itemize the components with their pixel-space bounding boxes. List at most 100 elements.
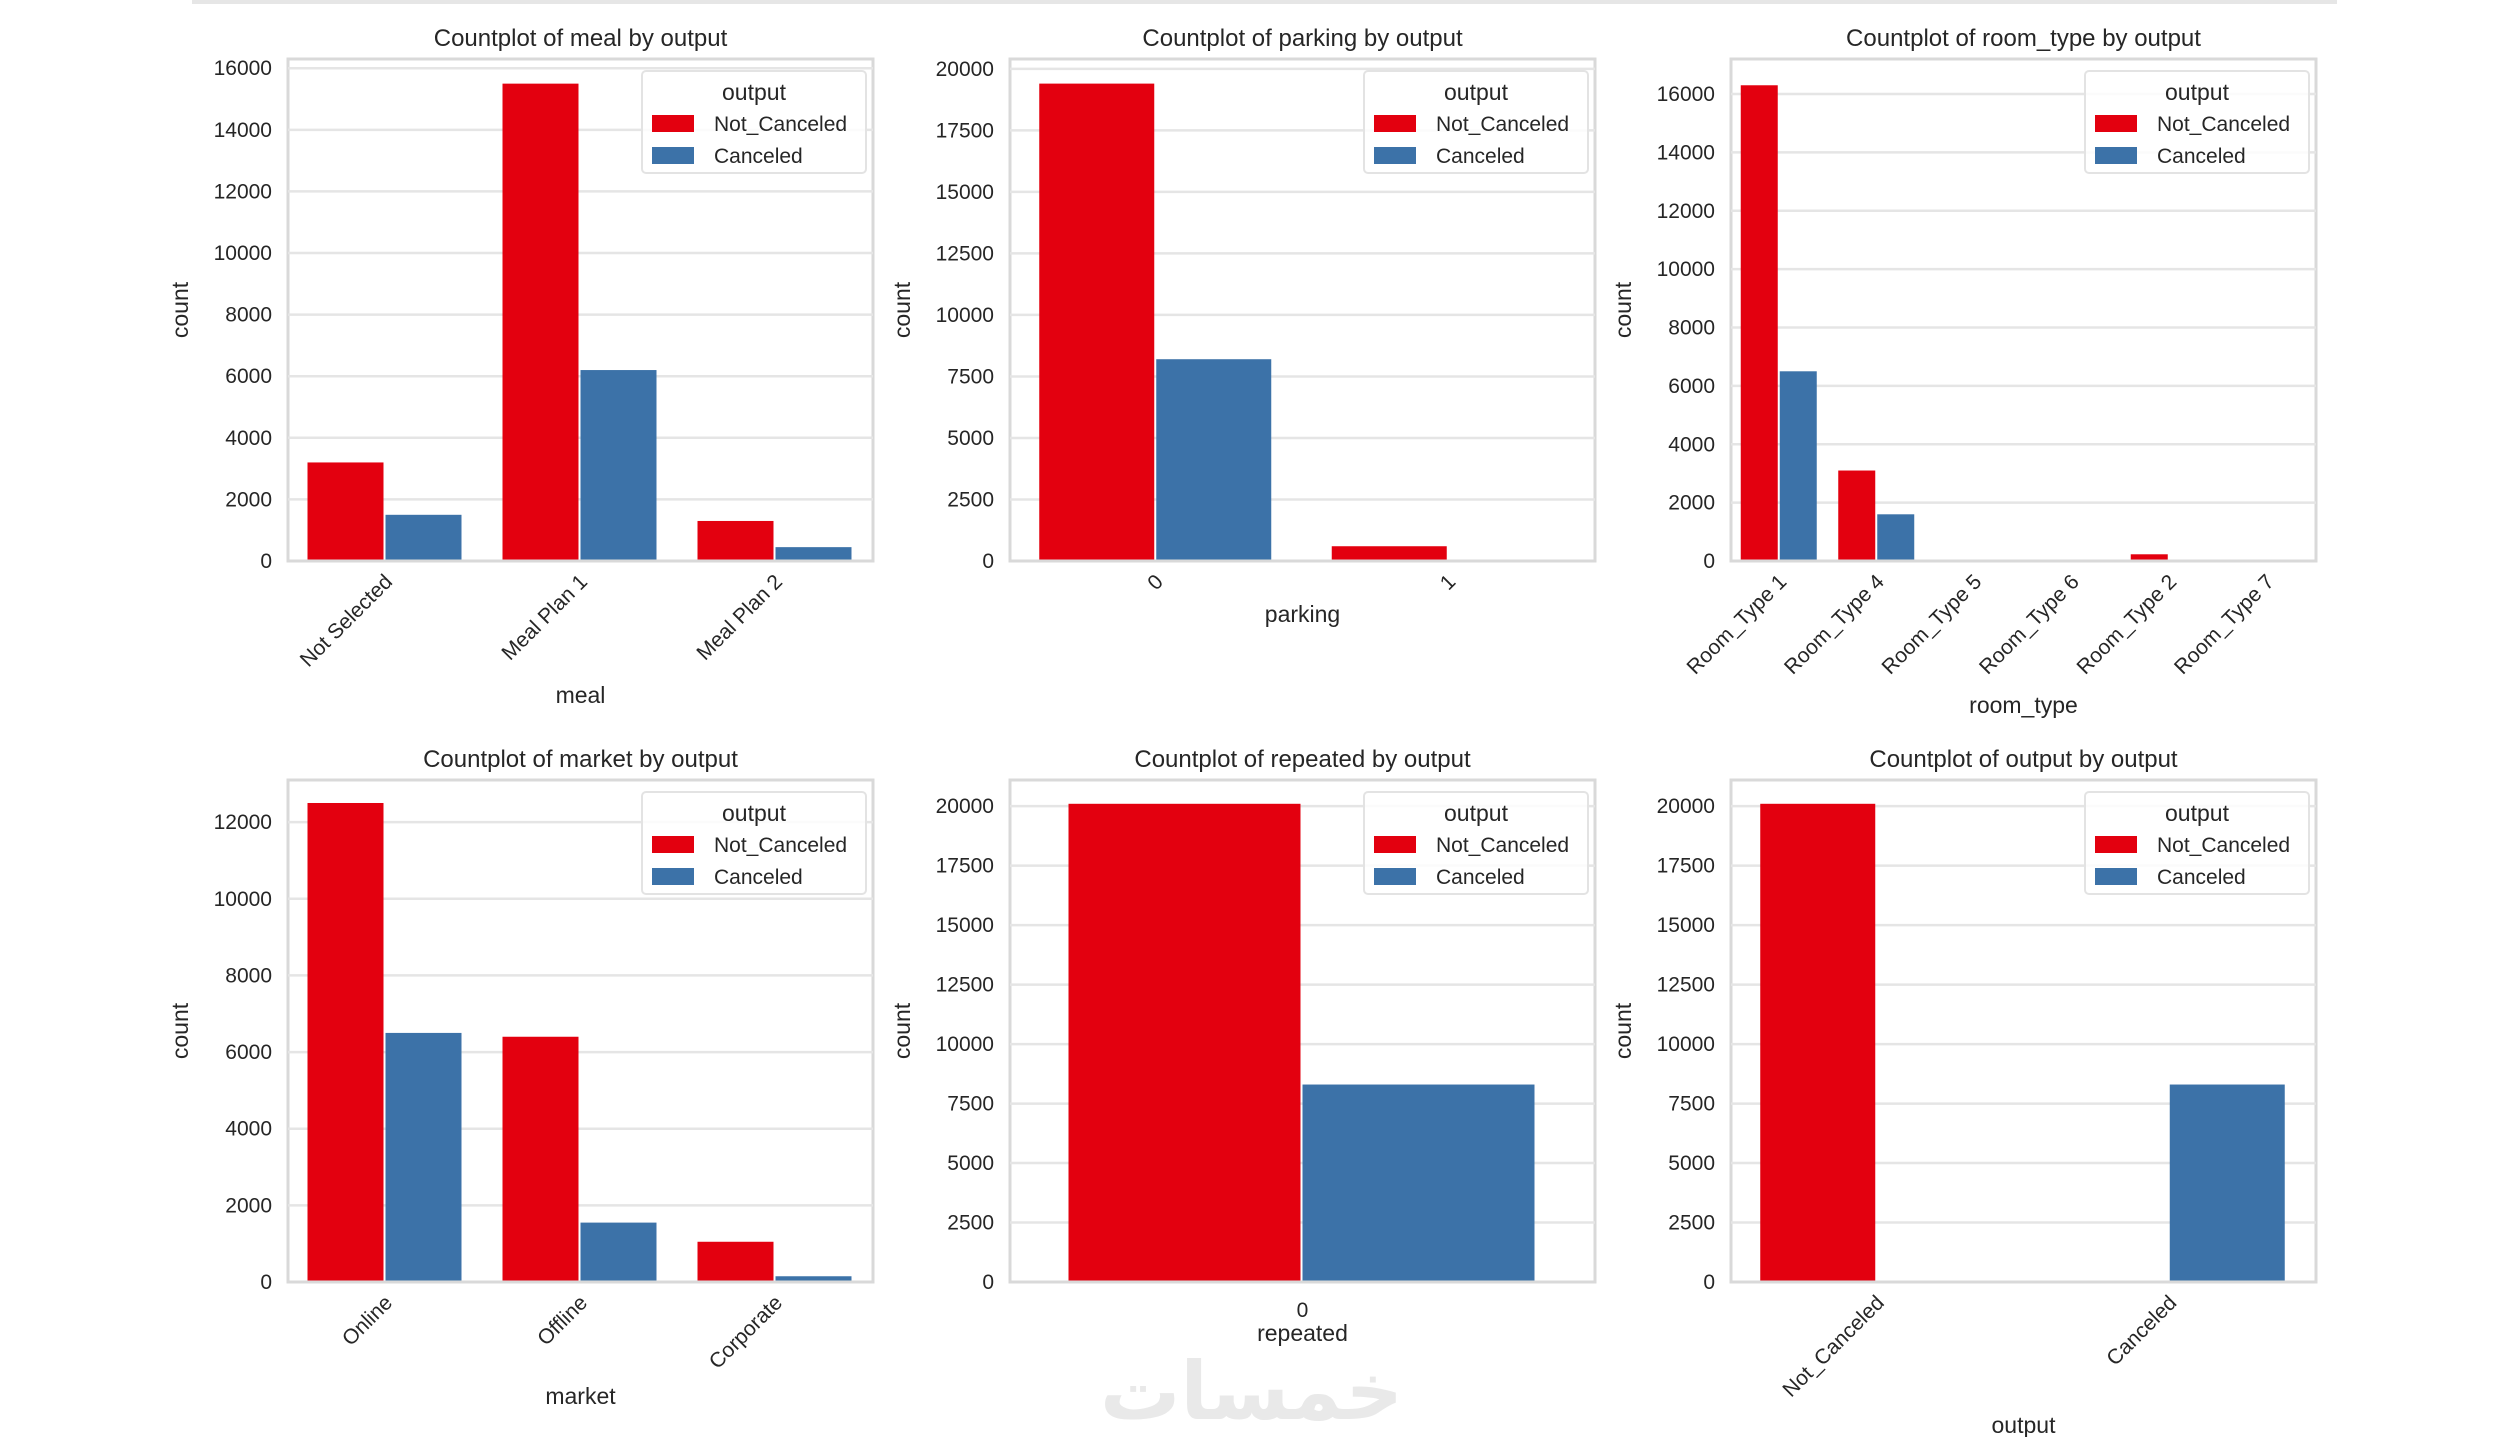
y-tick-label: 15000 (936, 181, 994, 204)
bar-not_canceled (2130, 554, 2168, 560)
bar-not_canceled (502, 83, 579, 560)
legend-box (641, 791, 867, 895)
legend-title: output (722, 800, 787, 826)
y-tick-label: 7500 (947, 365, 994, 388)
chart-title: Countplot of market by output (423, 746, 738, 773)
y-tick-label: 0 (982, 1271, 994, 1294)
chart-0: 0 2000 4000 6000 8000 10000 12000 14000 16000 Not… (167, 25, 875, 708)
legend-swatch-canceled (1374, 147, 1416, 164)
legend-title: output (2165, 79, 2230, 105)
chart-4: 0 2500 5000 7500 10000 12500 15000 17500 20000 0 C… (889, 746, 1597, 1346)
legend-box (2084, 791, 2310, 895)
y-tick-label: 2500 (947, 488, 994, 511)
y-tick-label: 15000 (1657, 914, 1715, 937)
x-axis-label: room_type (1969, 692, 2078, 718)
bar-not_canceled (1760, 803, 1876, 1281)
y-tick-label: 17500 (936, 119, 994, 142)
legend-swatch-canceled (652, 868, 694, 885)
bar-canceled (385, 1032, 462, 1281)
y-tick-label: 8000 (1668, 317, 1715, 340)
bar-canceled (775, 547, 852, 560)
y-tick-label: 0 (260, 550, 272, 573)
y-tick-label: 16000 (214, 57, 272, 80)
legend: output Not_Canceled Canceled (1363, 791, 1589, 895)
chart-title: Countplot of repeated by output (1134, 746, 1471, 773)
legend: output Not_Canceled Canceled (2084, 791, 2310, 895)
chart-title: Countplot of room_type by output (1846, 25, 2201, 52)
y-axis-label: count (1610, 1002, 1636, 1059)
x-tick-label: Online (338, 1291, 397, 1350)
legend-label: Canceled (714, 866, 803, 889)
legend-title: output (722, 79, 787, 105)
y-tick-label: 15000 (936, 914, 994, 937)
y-tick-label: 16000 (1657, 83, 1715, 106)
y-axis-label: count (889, 1002, 915, 1059)
y-tick-label: 0 (260, 1271, 272, 1294)
legend: output Not_Canceled Canceled (641, 70, 867, 174)
y-tick-label: 12000 (214, 180, 272, 203)
legend-label: Canceled (2157, 145, 2246, 168)
legend-swatch-not_canceled (652, 115, 694, 132)
legend-label: Canceled (714, 145, 803, 168)
bar-canceled (775, 1276, 852, 1281)
bar-canceled (580, 1222, 657, 1281)
bar-not_canceled (697, 520, 774, 560)
bar-not_canceled (307, 802, 384, 1281)
x-axis-label: parking (1265, 601, 1340, 627)
y-tick-label: 20000 (1657, 795, 1715, 818)
chart-2: 0 2000 4000 6000 8000 10000 12000 14000 16000 Roo… (1610, 25, 2318, 718)
y-tick-label: 10000 (936, 304, 994, 327)
y-tick-label: 7500 (947, 1093, 994, 1116)
chart-5: 0 2500 5000 7500 10000 12500 15000 17500 20000 No… (1610, 746, 2318, 1437)
legend-swatch-canceled (652, 147, 694, 164)
legend-label: Canceled (1436, 145, 1525, 168)
y-tick-label: 7500 (1668, 1093, 1715, 1116)
x-tick-label: Corporate (705, 1291, 787, 1373)
y-tick-label: 10000 (1657, 258, 1715, 281)
watermark-logo: خمسات (1100, 1345, 1404, 1438)
y-tick-label: 2500 (947, 1212, 994, 1235)
legend: output Not_Canceled Canceled (641, 791, 867, 895)
x-tick-label: Room_Type 6 (1975, 570, 2084, 679)
y-tick-label: 12500 (936, 242, 994, 265)
y-tick-label: 2000 (225, 488, 272, 511)
chart-title: Countplot of meal by output (434, 25, 728, 52)
legend-swatch-not_canceled (652, 836, 694, 853)
y-tick-label: 4000 (225, 1118, 272, 1141)
legend-box (1363, 70, 1589, 174)
y-tick-label: 8000 (225, 964, 272, 987)
y-tick-label: 6000 (225, 1041, 272, 1064)
bar-canceled (2169, 1084, 2285, 1281)
y-tick-label: 4000 (1668, 433, 1715, 456)
x-tick-label: Meal Plan 1 (497, 570, 592, 665)
legend: output Not_Canceled Canceled (1363, 70, 1589, 174)
legend-swatch-not_canceled (1374, 115, 1416, 132)
bar-canceled (385, 514, 462, 560)
x-tick-label: 0 (1297, 1299, 1309, 1322)
bar-canceled (1877, 514, 1915, 560)
legend-title: output (1444, 800, 1509, 826)
legend-swatch-not_canceled (1374, 836, 1416, 853)
bar-not_canceled (1331, 546, 1447, 560)
legend-box (1363, 791, 1589, 895)
y-tick-label: 10000 (1657, 1033, 1715, 1056)
bar-canceled (580, 370, 657, 560)
y-tick-label: 12000 (1657, 200, 1715, 223)
x-axis-label: output (1992, 1412, 2057, 1437)
y-tick-label: 0 (982, 550, 994, 573)
y-tick-label: 17500 (936, 855, 994, 878)
bar-canceled (1779, 371, 1817, 560)
x-tick-label: 0 (1143, 570, 1168, 595)
legend-box (2084, 70, 2310, 174)
y-axis-label: count (1610, 281, 1636, 338)
y-tick-label: 14000 (214, 119, 272, 142)
y-tick-label: 20000 (936, 58, 994, 81)
bar-canceled (1302, 1084, 1535, 1281)
legend-label: Not_Canceled (2157, 113, 2290, 136)
legend: output Not_Canceled Canceled (2084, 70, 2310, 174)
y-tick-label: 10000 (936, 1033, 994, 1056)
x-tick-label: Not Selected (296, 570, 397, 671)
y-tick-label: 5000 (947, 1152, 994, 1175)
bar-not_canceled (1039, 83, 1155, 560)
